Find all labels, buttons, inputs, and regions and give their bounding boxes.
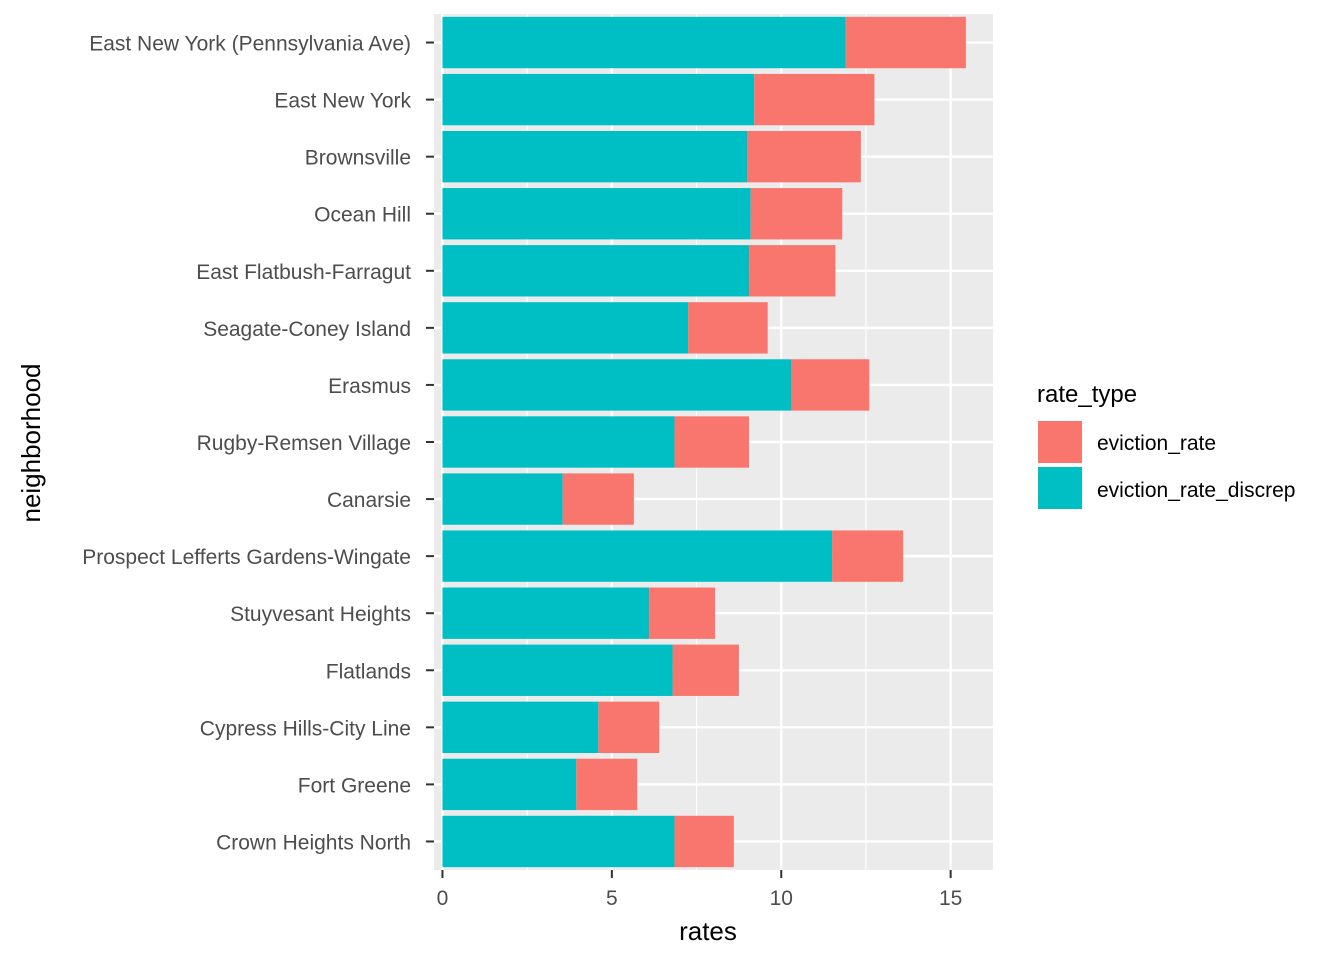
bar-eviction-rate-discrep-erasmus bbox=[442, 359, 792, 411]
bar-eviction-rate-discrep-east-flatbush-farragut bbox=[442, 245, 750, 297]
y-axis-title: neighborhood bbox=[16, 363, 46, 522]
legend-key-eviction-rate-discrep bbox=[1038, 467, 1082, 509]
legend-label-eviction-rate-discrep: eviction_rate_discrep bbox=[1097, 479, 1295, 502]
y-tick-label: Erasmus bbox=[328, 375, 411, 398]
bars-layer bbox=[442, 16, 966, 868]
y-tick-label: East New York bbox=[274, 90, 411, 113]
bar-eviction-rate-prospect-lefferts-gardens-wingate bbox=[832, 530, 904, 582]
bar-eviction-rate-seagate-coney-island bbox=[688, 302, 768, 354]
bar-eviction-rate-discrep-east-new-york bbox=[442, 73, 755, 126]
y-tick-label: Cypress Hills-City Line bbox=[200, 717, 411, 740]
x-tick-label: 10 bbox=[770, 887, 793, 910]
y-tick-label: Fort Greene bbox=[298, 774, 411, 797]
legend: rate_type eviction_rate eviction_rate_di… bbox=[1037, 381, 1295, 509]
bar-eviction-rate-canarsie bbox=[562, 473, 634, 525]
bar-eviction-rate-fort-greene bbox=[576, 758, 638, 811]
bar-eviction-rate-crown-heights-north bbox=[674, 815, 734, 868]
y-tick-label: Flatlands bbox=[326, 660, 411, 683]
x-axis-title: rates bbox=[679, 916, 737, 946]
y-tick-label: Ocean Hill bbox=[314, 204, 411, 227]
bar-eviction-rate-rugby-remsen-village bbox=[674, 416, 750, 468]
bar-eviction-rate-erasmus bbox=[791, 359, 870, 411]
x-axis: 0 5 10 15 bbox=[437, 870, 962, 910]
y-tick-label: Crown Heights North bbox=[216, 831, 411, 854]
y-tick-label: East Flatbush-Farragut bbox=[196, 261, 411, 284]
bar-eviction-rate-discrep-rugby-remsen-village bbox=[442, 416, 675, 468]
x-tick-label: 0 bbox=[437, 887, 449, 910]
bar-eviction-rate-discrep-seagate-coney-island bbox=[442, 302, 689, 354]
bar-eviction-rate-brownsville bbox=[747, 130, 861, 183]
bar-eviction-rate-discrep-east-new-york-pennsylvania-ave bbox=[442, 16, 846, 69]
x-tick-label: 5 bbox=[606, 887, 618, 910]
bar-eviction-rate-discrep-canarsie bbox=[442, 473, 563, 525]
y-tick-label: Seagate-Coney Island bbox=[203, 318, 411, 341]
legend-key-eviction-rate bbox=[1038, 421, 1082, 463]
bar-eviction-rate-discrep-prospect-lefferts-gardens-wingate bbox=[442, 530, 833, 582]
y-tick-label: Stuyvesant Heights bbox=[230, 603, 411, 626]
bar-eviction-rate-discrep-stuyvesant-heights bbox=[442, 587, 650, 639]
legend-label-eviction-rate: eviction_rate bbox=[1097, 432, 1216, 455]
y-tick-label: Prospect Lefferts Gardens-Wingate bbox=[82, 546, 411, 569]
bar-eviction-rate-ocean-hill bbox=[750, 188, 843, 240]
x-tick-label: 15 bbox=[939, 887, 962, 910]
bar-eviction-rate-discrep-flatlands bbox=[442, 644, 673, 696]
bar-eviction-rate-east-new-york-pennsylvania-ave bbox=[845, 16, 966, 69]
bar-eviction-rate-cypress-hills-city-line bbox=[598, 701, 660, 754]
y-tick-label: Brownsville bbox=[305, 147, 411, 170]
bar-eviction-rate-discrep-brownsville bbox=[442, 130, 748, 183]
bar-eviction-rate-east-flatbush-farragut bbox=[749, 245, 836, 297]
bar-eviction-rate-discrep-fort-greene bbox=[442, 758, 577, 811]
bar-eviction-rate-discrep-crown-heights-north bbox=[442, 815, 675, 868]
bar-eviction-rate-east-new-york bbox=[754, 73, 875, 126]
y-tick-label: Canarsie bbox=[327, 489, 411, 512]
bar-eviction-rate-discrep-ocean-hill bbox=[442, 188, 751, 240]
bar-eviction-rate-stuyvesant-heights bbox=[649, 587, 716, 639]
y-axis: East New York (Pennsylvania Ave) East New… bbox=[82, 33, 434, 854]
bar-eviction-rate-flatlands bbox=[672, 644, 739, 696]
legend-title: rate_type bbox=[1037, 381, 1137, 408]
y-tick-label: Rugby-Remsen Village bbox=[197, 432, 411, 455]
bar-eviction-rate-discrep-cypress-hills-city-line bbox=[442, 701, 599, 754]
y-tick-label: East New York (Pennsylvania Ave) bbox=[89, 33, 411, 56]
